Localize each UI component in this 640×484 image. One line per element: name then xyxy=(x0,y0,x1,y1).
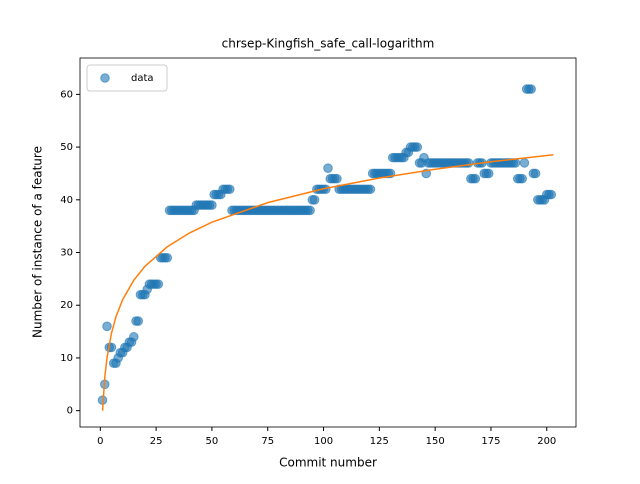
x-tick-label: 100 xyxy=(314,436,333,447)
data-point xyxy=(133,316,144,326)
data-point xyxy=(207,200,217,210)
data-point xyxy=(412,142,423,152)
x-tick-label: 75 xyxy=(261,436,274,447)
y-tick-label: 10 xyxy=(60,353,73,364)
chart-title: chrsep-Kingfish_safe_call-logarithm xyxy=(222,37,435,51)
y-axis-label: Number of instance of a feature xyxy=(31,146,45,338)
fit-line xyxy=(101,153,554,411)
x-tick-label: 0 xyxy=(97,436,103,447)
data-point xyxy=(519,158,530,168)
x-tick-label: 125 xyxy=(370,436,389,447)
data-point xyxy=(224,184,235,195)
y-tick-label: 40 xyxy=(60,195,73,206)
data-point xyxy=(305,205,315,216)
data-point xyxy=(323,163,333,173)
x-tick-label: 200 xyxy=(537,436,556,447)
data-point xyxy=(526,84,536,94)
y-tick-label: 20 xyxy=(60,300,73,311)
data-point xyxy=(483,168,494,179)
data-point xyxy=(517,173,528,184)
data-point xyxy=(332,173,342,184)
data-point xyxy=(128,332,139,342)
data-point xyxy=(162,252,173,263)
data-point xyxy=(365,184,376,195)
legend: data xyxy=(86,64,168,92)
y-tick-label: 60 xyxy=(60,89,73,100)
x-tick-label: 150 xyxy=(426,436,445,447)
y-tick-label: 30 xyxy=(60,248,73,259)
x-tick-label: 25 xyxy=(150,436,163,447)
x-axis-label: Commit number xyxy=(279,456,377,470)
y-tick-label: 50 xyxy=(60,142,73,153)
y-tick-label: 0 xyxy=(67,406,73,417)
legend-frame xyxy=(86,64,168,92)
legend-marker xyxy=(100,73,110,83)
plot-frame xyxy=(79,57,577,428)
legend-label: data xyxy=(131,73,154,84)
data-point xyxy=(102,321,112,332)
data-point xyxy=(309,195,320,205)
data-point xyxy=(470,173,481,184)
data-point xyxy=(530,168,541,179)
x-tick-label: 175 xyxy=(481,436,500,447)
data-point xyxy=(153,279,164,289)
data-point xyxy=(546,189,557,200)
x-tick-label: 50 xyxy=(206,436,219,447)
